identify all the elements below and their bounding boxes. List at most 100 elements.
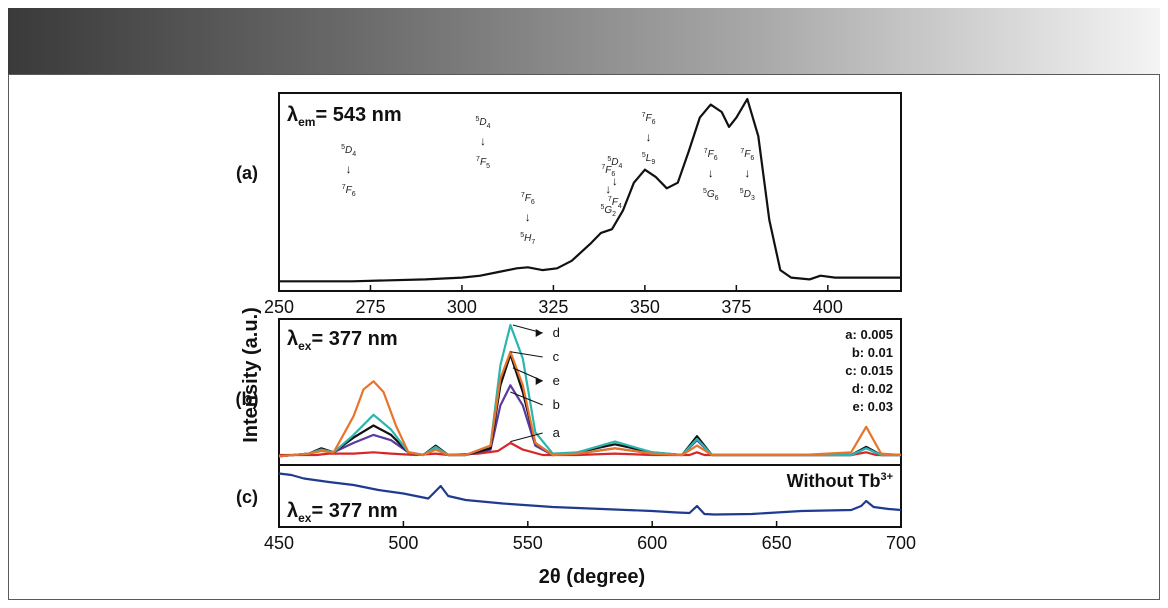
annotation-lower-level: 7F5	[476, 156, 490, 170]
x-tick-label-c: 700	[886, 533, 916, 553]
panel-c: 450 500 550 600 650 700 λex= 377 nm Without Tb3…	[236, 464, 916, 553]
title-subscript: ex	[298, 511, 312, 525]
annotation-lower-superscript: 7	[608, 196, 612, 203]
annotation-upper-term: D	[345, 145, 352, 156]
annotation-lower-subscript: 3	[751, 195, 755, 202]
panel-c-title: λex= 377 nm	[287, 500, 398, 525]
note-superscript: 3+	[880, 471, 893, 483]
annotation-upper-subscript: 6	[652, 119, 656, 126]
pointer-line	[510, 391, 543, 406]
annotation-lower-term: G	[604, 205, 612, 216]
annotation-lower-level: 7F4	[608, 196, 622, 210]
legend-entry: d: 0.02	[852, 381, 893, 396]
annotation-upper-term: F	[645, 113, 652, 124]
annotation-lower-term: G	[707, 189, 715, 200]
annotation-upper-term: D	[479, 117, 486, 128]
x-tick-label-c: 600	[637, 533, 667, 553]
title-subscript: em	[298, 115, 315, 129]
transition-annotation: 7F6↓5G2	[600, 164, 616, 218]
x-axis-label: 2θ (degree)	[539, 566, 645, 588]
x-tick-label-c: 500	[388, 533, 418, 553]
annotation-arrow: ↓	[346, 162, 352, 176]
annotation-upper-superscript: 7	[642, 112, 646, 119]
annotation-upper-term: F	[605, 165, 612, 176]
annotation-arrow: ↓	[744, 166, 750, 180]
transition-annotation: 5D4↓7F4	[607, 156, 622, 210]
x-tick-label-c: 450	[264, 533, 294, 553]
annotation-lower-term: F	[612, 197, 619, 208]
annotation-upper-superscript: 5	[341, 144, 345, 151]
annotation-lower-term: H	[524, 233, 532, 244]
curve-pointer: c	[510, 349, 560, 364]
annotation-upper-subscript: 4	[618, 163, 622, 170]
panel-a-title: λem= 543 nm	[287, 104, 402, 129]
x-tick-label-a: 350	[630, 297, 660, 317]
panel-a-frame	[278, 92, 902, 292]
x-tick-label-a: 300	[447, 297, 477, 317]
annotation-lower-term: L	[646, 153, 652, 164]
pointer-arrowhead	[535, 377, 543, 385]
annotation-upper-subscript: 4	[352, 151, 356, 158]
x-tick-label-a: 250	[264, 297, 294, 317]
annotation-arrow: ↓	[708, 166, 714, 180]
legend-entry: c: 0.015	[845, 363, 893, 378]
annotation-upper-level: 7F6	[740, 148, 754, 162]
annotation-upper-level: 5D4	[607, 156, 622, 170]
annotation-lower-term: F	[480, 157, 487, 168]
annotation-lower-level: 5H7	[520, 232, 535, 246]
legend-entry: a: 0.005	[845, 327, 893, 342]
panel-c-note: Without Tb3+	[787, 471, 893, 491]
annotation-lower-subscript: 6	[715, 195, 719, 202]
figure-frame: 250 275 300 325 350 375 400 λem= 543 nm (a) 7F6 ↓ 5…	[8, 74, 1160, 600]
annotation-upper-superscript: 7	[704, 148, 708, 155]
annotation-lower-subscript: 2	[612, 211, 616, 218]
y-axis-label: Intensity (a.u.)	[240, 307, 262, 443]
annotation-lower-subscript: 5	[486, 163, 490, 170]
series-line-a-excitation	[279, 97, 901, 283]
panel-b-title: λex= 377 nm	[287, 328, 398, 353]
annotation-lower-subscript: 9	[651, 159, 655, 166]
annotation-lower-superscript: 5	[520, 232, 524, 239]
annotation-lower-level: 7F6	[342, 184, 356, 198]
panel-label-a: (a)	[236, 163, 258, 183]
pointer-label: d	[553, 325, 560, 340]
transition-annotation: 7F6↓5H7	[520, 192, 535, 246]
x-tick-label-c: 550	[513, 533, 543, 553]
title-subscript: ex	[298, 339, 312, 353]
annotation-upper-subscript: 6	[611, 171, 615, 178]
panel-label-c: (c)	[236, 487, 258, 507]
annotation-upper-term: F	[708, 149, 715, 160]
annotation-upper-term: F	[525, 193, 532, 204]
pointer-label: b	[553, 397, 560, 412]
transition-annotation: 7F6↓5D3	[740, 148, 755, 202]
x-tick-label-a: 325	[538, 297, 568, 317]
title-lambda: λ	[287, 500, 298, 522]
curve-pointer: a	[510, 425, 561, 443]
annotation-arrow: ↓	[612, 174, 618, 188]
annotation-upper-subscript: 6	[714, 155, 718, 162]
header-banner	[8, 8, 1160, 74]
annotation-lower-subscript: 6	[352, 191, 356, 198]
annotation-lower-superscript: 5	[703, 188, 707, 195]
pointer-label: c	[553, 349, 560, 364]
annotation-lower-level: 5L9	[642, 152, 655, 166]
annotation-upper-level: 5D4	[341, 144, 356, 158]
x-tick-label-a: 400	[813, 297, 843, 317]
title-value: = 377 nm	[311, 500, 397, 522]
annotation-arrow: ↓	[605, 182, 611, 196]
annotation-upper-superscript: 7	[740, 148, 744, 155]
series-line-b-b	[278, 384, 901, 458]
curve-pointer: b	[510, 391, 560, 412]
annotation-lower-subscript: 7	[531, 239, 535, 246]
title-value: = 377 nm	[311, 328, 397, 350]
x-tick-label-a: 275	[355, 297, 385, 317]
panel-c-frame	[278, 464, 902, 528]
annotation-lower-term: F	[346, 185, 353, 196]
pointer-arrowhead	[535, 329, 543, 337]
pointer-line	[510, 432, 543, 443]
title-value: = 543 nm	[315, 104, 401, 126]
annotation-upper-superscript: 7	[601, 164, 605, 171]
annotation-lower-subscript: 4	[618, 203, 622, 210]
